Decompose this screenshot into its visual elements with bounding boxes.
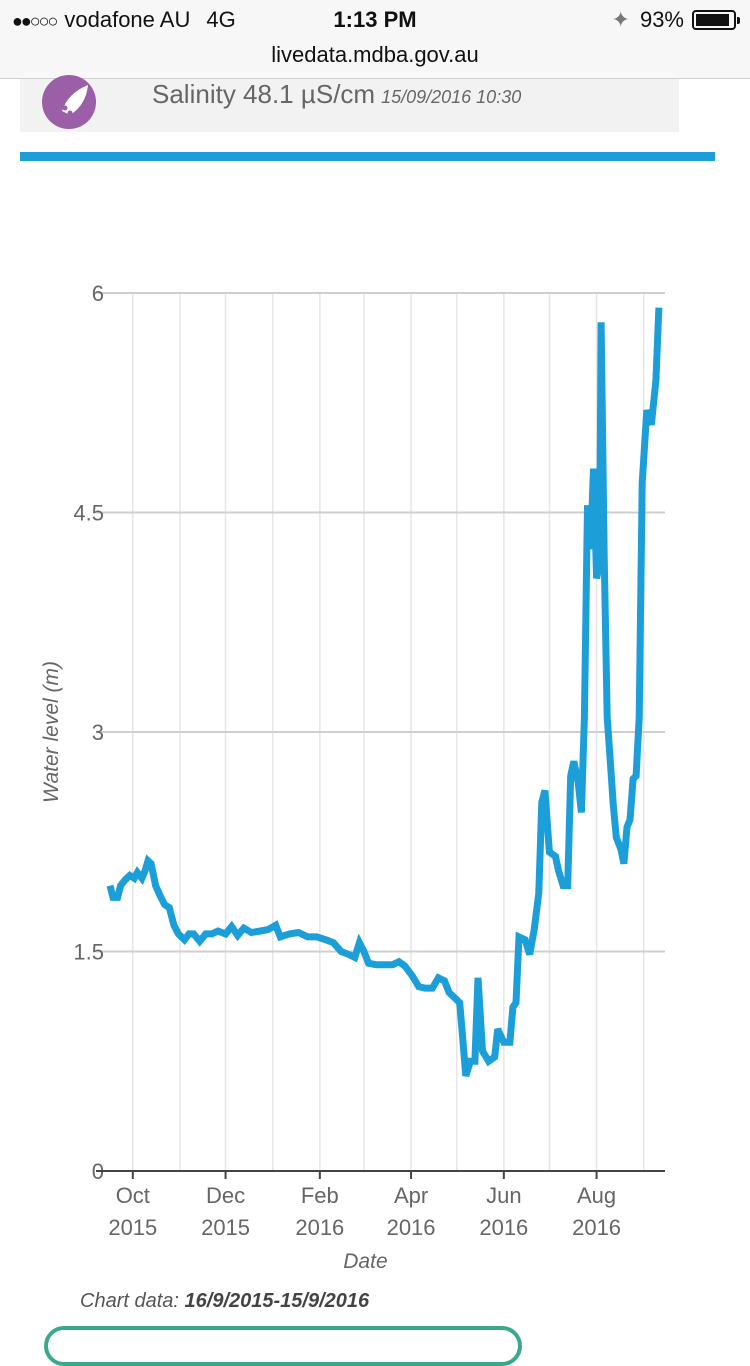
chart-data-note: Chart data: 16/9/2015-15/9/2016 bbox=[80, 1290, 369, 1313]
x-tick-label-line: 2016 bbox=[295, 1215, 344, 1240]
x-tick-label: Aug 2016 bbox=[572, 1183, 621, 1240]
y-tick-label: 6 bbox=[92, 281, 104, 306]
status-right: ✦ 93% bbox=[611, 7, 740, 33]
x-tick-label-line: 2016 bbox=[479, 1215, 528, 1240]
x-tick-label-line: Aug bbox=[577, 1183, 616, 1208]
status-bar: ●●○○○ vodafone AU 4G 1:13 PM ✦ 93% bbox=[0, 0, 750, 40]
chart-data-range: 16/9/2015-15/9/2016 bbox=[184, 1290, 370, 1312]
x-tick-label: Feb 2016 bbox=[295, 1183, 344, 1240]
x-tick-label-line: Apr bbox=[394, 1183, 428, 1208]
status-time: 1:13 PM bbox=[333, 7, 417, 32]
section-divider bbox=[20, 152, 715, 161]
x-tick-label: Jun 2016 bbox=[479, 1183, 528, 1240]
battery-percent: 93% bbox=[639, 7, 684, 32]
salinity-card[interactable]: Salinity 48.1 µS/cm 15/09/2016 10:30 bbox=[20, 75, 679, 132]
salinity-drop-icon bbox=[42, 75, 96, 129]
signal-strength-icon: ●●○○○ bbox=[12, 11, 58, 31]
url-bar[interactable]: livedata.mdba.gov.au bbox=[0, 40, 750, 79]
status-left: ●●○○○ vodafone AU 4G bbox=[12, 7, 236, 33]
x-tick-label: Oct 2015 bbox=[108, 1183, 157, 1240]
x-tick-label: Dec 2015 bbox=[201, 1183, 250, 1240]
water-level-line bbox=[106, 307, 663, 1077]
network-type: 4G bbox=[206, 7, 236, 32]
x-tick-label-line: 2015 bbox=[108, 1215, 157, 1240]
x-axis-label: Date bbox=[343, 1250, 387, 1273]
salinity-date: 15/09/2016 10:30 bbox=[381, 87, 522, 107]
x-tick-label-line: Feb bbox=[301, 1183, 339, 1208]
y-tick-label: 3 bbox=[92, 720, 104, 745]
x-tick-label-line: 2016 bbox=[387, 1215, 436, 1240]
battery-fill bbox=[696, 14, 730, 26]
x-tick-label-line: Dec bbox=[206, 1183, 245, 1208]
x-tick-label: Apr 2016 bbox=[387, 1183, 436, 1240]
x-tick-label-line: Oct bbox=[116, 1183, 150, 1208]
x-tick-label-line: 2016 bbox=[572, 1215, 621, 1240]
carrier-name: vodafone AU bbox=[64, 7, 191, 32]
salinity-label: Salinity 48.1 µS/cm 15/09/2016 10:30 bbox=[152, 79, 521, 110]
y-tick-label: 1.5 bbox=[73, 940, 104, 965]
chart-data-label: Chart data: bbox=[80, 1290, 179, 1312]
chart-grid bbox=[96, 292, 665, 1171]
bluetooth-icon: ✦ bbox=[611, 7, 630, 32]
salinity-value: Salinity 48.1 µS/cm bbox=[152, 79, 376, 109]
x-tick-label-line: 2015 bbox=[201, 1215, 250, 1240]
x-tick-label-line: Jun bbox=[486, 1183, 521, 1208]
y-tick-label: 4.5 bbox=[73, 501, 104, 526]
battery-icon bbox=[692, 10, 740, 30]
chart-series bbox=[106, 307, 663, 1077]
y-axis-label: Water level (m) bbox=[40, 661, 63, 803]
bottom-action-button[interactable] bbox=[44, 1326, 522, 1366]
